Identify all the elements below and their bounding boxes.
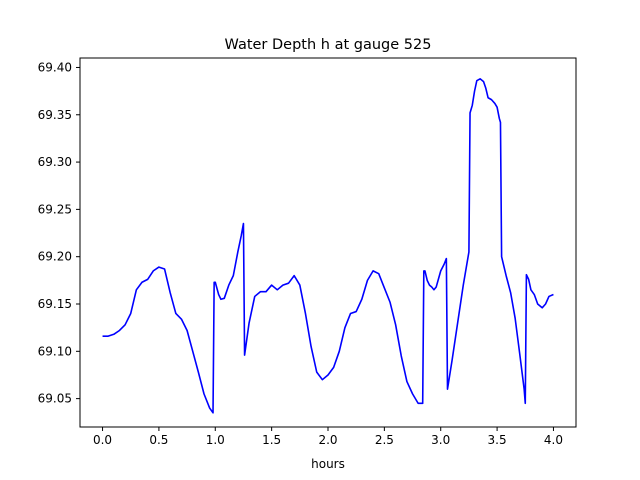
x-tick-label: 1.0 (206, 433, 225, 447)
y-tick-label: 69.30 (38, 155, 72, 169)
x-tick-label: 0.0 (93, 433, 112, 447)
y-tick-label: 69.10 (38, 344, 72, 358)
x-tick-label: 3.0 (431, 433, 450, 447)
x-tick-label: 4.0 (544, 433, 563, 447)
x-axis-label: hours (311, 457, 345, 471)
x-tick-label: 3.5 (488, 433, 507, 447)
y-tick-label: 69.05 (38, 392, 72, 406)
x-tick-label: 0.5 (149, 433, 168, 447)
y-tick-label: 69.35 (38, 108, 72, 122)
x-axis-ticks: 0.0 0.5 1.0 1.5 2.0 2.5 3.0 3.5 4.0 (93, 427, 563, 447)
x-tick-label: 2.0 (318, 433, 337, 447)
y-tick-label: 69.40 (38, 60, 72, 74)
y-tick-label: 69.15 (38, 297, 72, 311)
x-tick-label: 1.5 (262, 433, 281, 447)
y-tick-label: 69.20 (38, 250, 72, 264)
series-line (102, 78, 554, 414)
plot-frame (79, 57, 577, 428)
plot-area (80, 58, 576, 427)
y-tick-label: 69.25 (38, 202, 72, 216)
chart-title: Water Depth h at gauge 525 (225, 37, 432, 53)
x-tick-label: 2.5 (375, 433, 394, 447)
y-axis-ticks: 69.05 69.10 69.15 69.20 69.25 69.30 69.35 69.40 (38, 60, 80, 406)
